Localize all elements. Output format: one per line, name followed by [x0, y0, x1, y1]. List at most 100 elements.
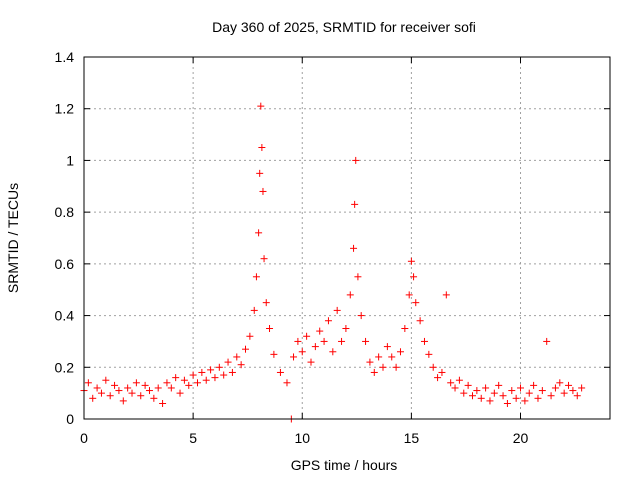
- data-point: [256, 169, 264, 177]
- y-axis-label: SRMTID / TECUs: [5, 183, 21, 293]
- data-point: [508, 387, 516, 395]
- data-point: [111, 381, 119, 389]
- y-tick-label: 1.4: [55, 49, 75, 65]
- data-point: [259, 187, 267, 195]
- y-tick-label: 0: [66, 411, 74, 427]
- data-point: [342, 325, 350, 332]
- data-point: [420, 337, 428, 345]
- x-tick-label: 0: [80, 430, 88, 446]
- data-point: [350, 244, 358, 252]
- data-point: [276, 368, 284, 376]
- data-point: [311, 343, 319, 351]
- data-point: [438, 368, 446, 376]
- data-point: [388, 353, 396, 361]
- data-point: [316, 327, 324, 335]
- data-point: [93, 384, 101, 392]
- data-point: [362, 337, 370, 345]
- data-point: [250, 306, 258, 314]
- data-point: [303, 332, 311, 340]
- data-point: [260, 255, 268, 263]
- data-point: [534, 394, 542, 402]
- data-point: [193, 379, 201, 387]
- data-point: [486, 397, 494, 405]
- data-point: [333, 306, 341, 314]
- data-point: [237, 361, 245, 369]
- data-point: [477, 394, 485, 402]
- data-point: [141, 381, 149, 389]
- data-point: [176, 389, 184, 397]
- data-point: [132, 379, 140, 387]
- data-point: [283, 379, 291, 387]
- x-tick-label: 10: [294, 430, 310, 446]
- data-point: [429, 363, 437, 371]
- data-point: [84, 379, 92, 387]
- data-point: [547, 392, 555, 400]
- data-point: [167, 384, 175, 392]
- data-point: [189, 371, 197, 379]
- data-point: [512, 394, 520, 402]
- data-point: [258, 144, 266, 151]
- data-point: [530, 381, 538, 389]
- data-point: [357, 312, 365, 320]
- data-point: [106, 392, 114, 400]
- data-point: [298, 348, 306, 356]
- data-point: [405, 291, 413, 299]
- data-point: [351, 200, 359, 208]
- data-point: [159, 399, 167, 407]
- data-point: [573, 392, 581, 400]
- x-tick-label: 20: [513, 430, 529, 446]
- data-point: [551, 384, 559, 392]
- data-point: [246, 332, 254, 340]
- data-point: [451, 384, 459, 392]
- data-point: [211, 374, 219, 382]
- data-point: [401, 325, 409, 332]
- data-point: [416, 317, 424, 325]
- data-point: [503, 399, 511, 407]
- data-point: [366, 358, 374, 366]
- data-point: [560, 389, 568, 397]
- data-point: [102, 376, 110, 384]
- y-tick-label: 0.4: [55, 308, 75, 324]
- data-point: [294, 337, 302, 345]
- data-point: [198, 368, 206, 376]
- data-point: [185, 381, 193, 389]
- data-point: [565, 381, 573, 389]
- data-point: [89, 394, 97, 402]
- data-point: [255, 229, 263, 237]
- data-point: [115, 387, 123, 395]
- data-point: [329, 348, 337, 356]
- data-point: [490, 389, 498, 397]
- data-point: [464, 381, 472, 389]
- data-point: [578, 384, 586, 392]
- data-point: [455, 376, 463, 384]
- data-point: [202, 376, 210, 384]
- data-point: [569, 387, 577, 395]
- data-point: [270, 350, 278, 358]
- plot-frame: [83, 56, 611, 420]
- x-tick-label: 5: [189, 430, 197, 446]
- data-point: [442, 291, 450, 299]
- data-point: [252, 273, 260, 281]
- axis-ticks: 0 0.2 0.4 0.6 0.8 1 1.2 1.4 0 5 10 15 20: [55, 49, 610, 446]
- data-points: [80, 102, 586, 423]
- data-point: [119, 397, 127, 405]
- data-point: [207, 366, 215, 374]
- data-point: [150, 394, 158, 402]
- data-point: [242, 345, 250, 353]
- data-point: [460, 389, 468, 397]
- data-point: [163, 379, 171, 387]
- data-point: [434, 374, 442, 382]
- y-tick-label: 0.2: [55, 359, 75, 375]
- data-point: [320, 337, 328, 345]
- data-point: [525, 389, 533, 397]
- data-point: [412, 299, 420, 307]
- data-point: [543, 337, 551, 345]
- data-point: [180, 376, 188, 384]
- data-point: [495, 381, 503, 389]
- data-point: [354, 273, 362, 281]
- data-point: [482, 384, 490, 392]
- x-axis-label: GPS time / hours: [291, 457, 398, 473]
- data-point: [517, 384, 525, 392]
- data-point: [447, 379, 455, 387]
